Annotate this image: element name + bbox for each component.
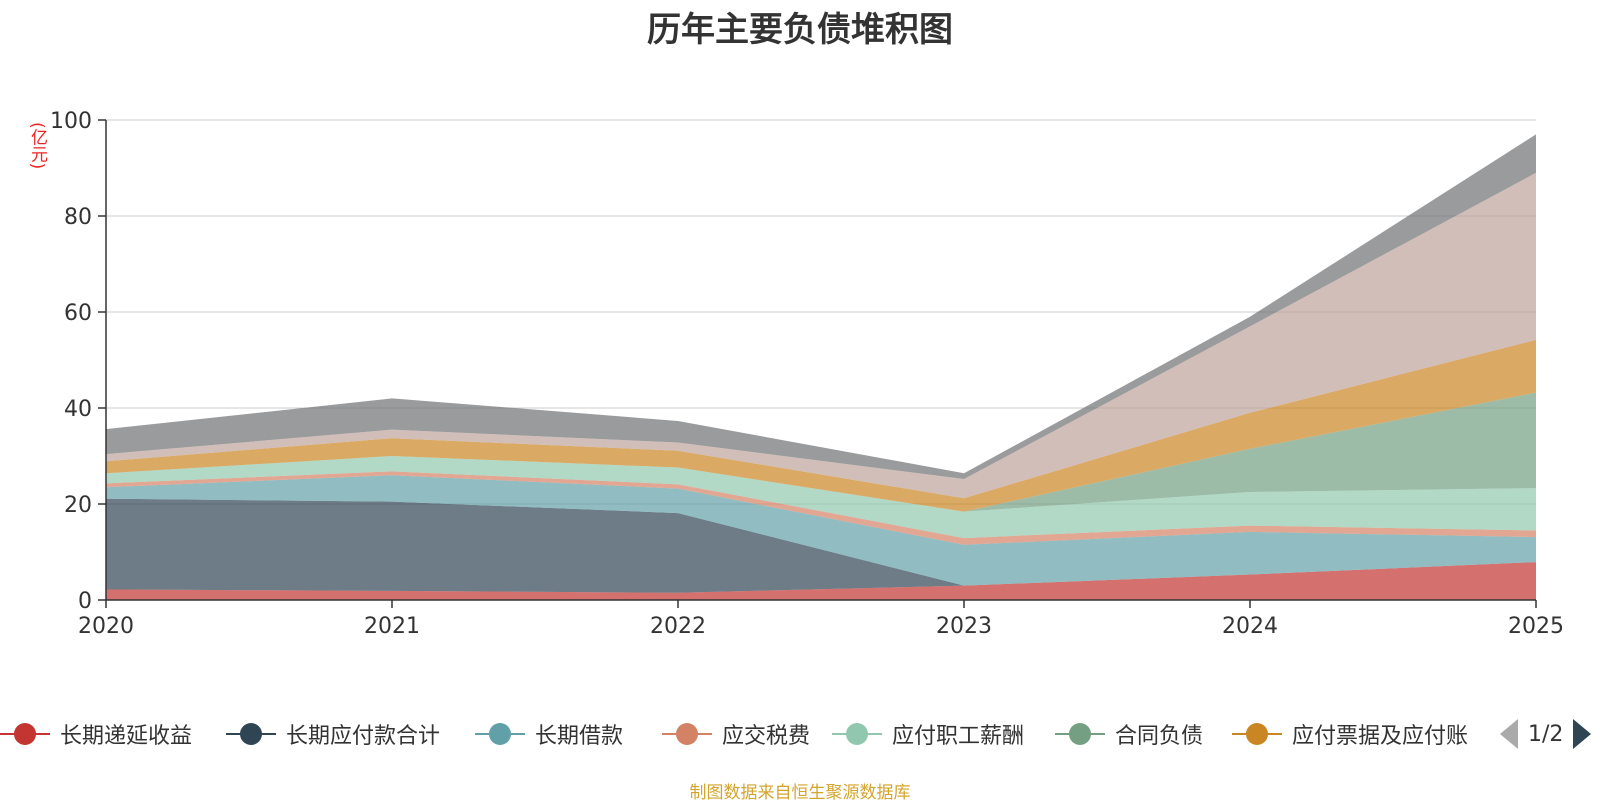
legend-marker-icon <box>1232 714 1282 754</box>
y-tick-label: 80 <box>64 205 92 230</box>
chart-title: 历年主要负债堆积图 <box>647 10 953 50</box>
y-tick-label: 20 <box>64 493 92 518</box>
x-tick-label: 2020 <box>78 614 134 639</box>
area-series-5[interactable] <box>106 392 1536 512</box>
area-series-0[interactable] <box>106 562 1536 600</box>
x-tick-label: 2024 <box>1222 614 1278 639</box>
chart-plot: 0 20 40 60 80 100 2020 2021 2022 2023 2024 2025 <box>50 109 1564 639</box>
x-tick-label: 2021 <box>364 614 420 639</box>
legend-marker-icon <box>0 714 50 754</box>
legend-label: 长期应付款合计 <box>286 724 441 749</box>
legend-label: 应交税费 <box>722 724 811 749</box>
x-tick-label: 2022 <box>650 614 706 639</box>
legend-item[interactable]: 应交税费 <box>662 714 810 754</box>
legend-pager: 1/2 <box>1500 714 1592 754</box>
y-tick-label: 60 <box>64 301 92 326</box>
area-series-3[interactable] <box>106 471 1536 545</box>
legend-marker-icon <box>1055 714 1105 754</box>
y-tick-label: 100 <box>50 109 92 134</box>
legend-item[interactable]: 应付职工薪酬 <box>832 714 1024 754</box>
x-tick-label: 2025 <box>1508 614 1564 639</box>
legend-prev-page-icon[interactable] <box>1500 719 1518 749</box>
legend-label: 长期借款 <box>535 724 624 749</box>
legend-marker-icon <box>475 714 525 754</box>
legend-marker-icon <box>662 714 712 754</box>
area-series-4[interactable] <box>106 456 1536 539</box>
area-series-6[interactable] <box>106 339 1536 512</box>
legend-item[interactable]: 合同负债 <box>1055 714 1203 754</box>
legend-item[interactable]: 长期应付款合计 <box>226 714 440 754</box>
legend-item[interactable]: 长期借款 <box>475 714 623 754</box>
area-series-7[interactable] <box>106 172 1536 499</box>
x-tick-label: 2023 <box>936 614 992 639</box>
legend: 长期递延收益 长期应付款合计 长期借款 应交税费 应付职工薪酬 合同负债 应付票据及应付账 <box>0 714 1600 754</box>
y-axis-unit-label: (亿元) <box>27 122 47 170</box>
legend-marker-icon <box>226 714 276 754</box>
legend-marker-icon <box>832 714 882 754</box>
legend-label: 应付职工薪酬 <box>892 724 1025 749</box>
legend-item[interactable]: 应付票据及应付账 <box>1232 714 1468 754</box>
legend-page-indicator: 1/2 <box>1528 721 1564 747</box>
area-series-2[interactable] <box>106 475 1536 586</box>
legend-item[interactable]: 长期递延收益 <box>0 714 192 754</box>
legend-label: 合同负债 <box>1115 724 1204 749</box>
y-tick-label: 0 <box>78 589 92 614</box>
legend-label: 长期递延收益 <box>60 724 193 749</box>
source-note: 制图数据来自恒生聚源数据库 <box>689 783 911 803</box>
legend-next-page-icon[interactable] <box>1573 719 1592 749</box>
y-tick-label: 40 <box>64 397 92 422</box>
legend-label: 应付票据及应付账 <box>1292 724 1469 749</box>
area-series-1[interactable] <box>106 498 1536 593</box>
